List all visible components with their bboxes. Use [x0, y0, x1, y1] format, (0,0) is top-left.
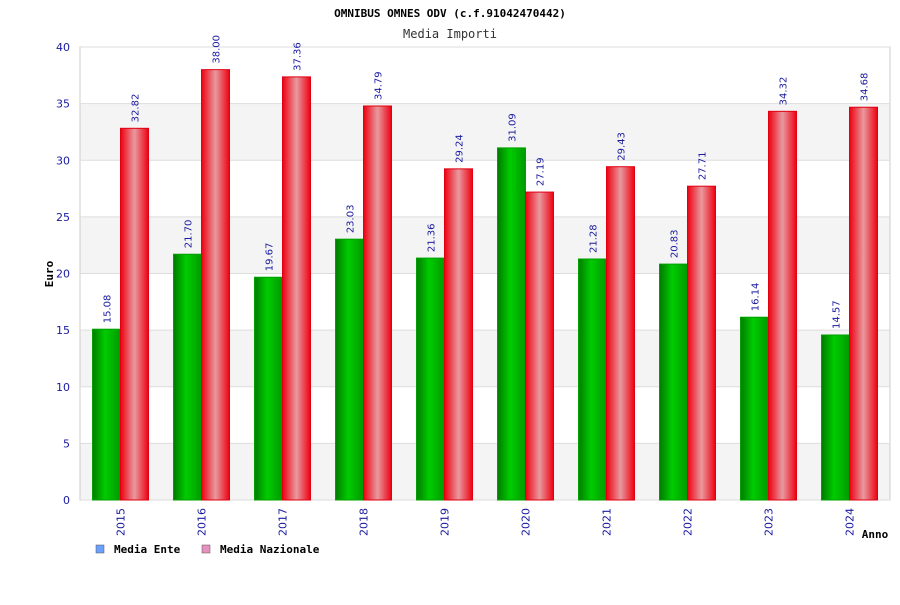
data-label: 27.71	[698, 152, 709, 181]
bar	[525, 191, 554, 501]
y-tick-label: 0	[63, 494, 70, 507]
y-tick-label: 10	[56, 381, 70, 394]
x-tick-label: 2015	[115, 508, 128, 536]
data-label: 34.68	[860, 73, 871, 102]
data-label: 21.36	[427, 223, 438, 252]
x-tick-label: 2017	[277, 508, 290, 536]
y-tick-label: 20	[56, 268, 70, 281]
bar	[335, 238, 364, 501]
bar	[497, 147, 526, 501]
legend-label: Media Nazionale	[220, 543, 320, 556]
x-tick-label: 2024	[844, 508, 857, 536]
data-label: 23.03	[346, 205, 357, 234]
bar	[173, 253, 202, 501]
data-label: 29.24	[455, 134, 466, 163]
x-tick-label: 2021	[601, 508, 614, 536]
bar	[606, 166, 635, 501]
x-tick-label: 2023	[763, 508, 776, 536]
data-label: 19.67	[265, 243, 276, 272]
data-label: 21.28	[589, 224, 600, 253]
y-tick-label: 30	[56, 154, 70, 167]
bar	[578, 258, 607, 501]
legend-swatch	[95, 544, 105, 554]
y-axis-label: Euro	[43, 260, 56, 287]
x-axis-ticks: 2015 2016 2017 2018 2019 2020 2021 2022 2023 2024	[115, 508, 857, 536]
y-tick-label: 5	[63, 437, 70, 450]
chart-subtitle: Media Importi	[403, 27, 497, 41]
bar	[363, 105, 392, 501]
data-label: 14.57	[832, 300, 843, 329]
data-label: 31.09	[508, 113, 519, 142]
bar	[849, 106, 878, 501]
legend-swatch	[201, 544, 211, 554]
bar	[254, 276, 283, 501]
data-label: 32.82	[131, 94, 142, 123]
data-label: 15.08	[103, 295, 114, 324]
bar	[92, 328, 121, 501]
bar	[201, 69, 230, 501]
bar	[768, 110, 797, 501]
x-axis-label: Anno	[862, 528, 889, 541]
bar	[444, 168, 473, 501]
bar	[740, 316, 769, 501]
data-label: 34.79	[374, 71, 385, 100]
data-label: 20.83	[670, 229, 681, 258]
bar	[687, 185, 716, 501]
y-axis-ticks: 0 5 10 15 20 25 30 35 40	[56, 41, 70, 507]
data-label: 34.32	[779, 77, 790, 106]
chart-title: OMNIBUS OMNES ODV (c.f.91042470442)	[334, 7, 566, 20]
legend-label: Media Ente	[114, 543, 181, 556]
data-label: 16.14	[751, 283, 762, 312]
data-label: 21.70	[184, 220, 195, 249]
y-tick-label: 40	[56, 41, 70, 54]
x-tick-label: 2018	[358, 508, 371, 536]
y-tick-label: 15	[56, 324, 70, 337]
x-tick-label: 2019	[439, 508, 452, 536]
y-tick-label: 25	[56, 211, 70, 224]
bars: 15.08 32.82 21.70 38.00 19.67 37.36 23.03 34.79…	[92, 35, 878, 501]
data-label: 29.43	[617, 132, 628, 161]
x-tick-label: 2020	[520, 508, 533, 536]
bar	[120, 127, 149, 501]
x-tick-label: 2022	[682, 508, 695, 536]
legend: Media Ente Media Nazionale	[95, 543, 320, 556]
bar	[659, 263, 688, 501]
data-label: 38.00	[212, 35, 223, 64]
bar	[416, 257, 445, 501]
data-label: 27.19	[536, 157, 547, 186]
bar	[282, 76, 311, 501]
bar	[821, 334, 850, 501]
data-label: 37.36	[293, 42, 304, 71]
x-tick-label: 2016	[196, 508, 209, 536]
y-tick-label: 35	[56, 98, 70, 111]
